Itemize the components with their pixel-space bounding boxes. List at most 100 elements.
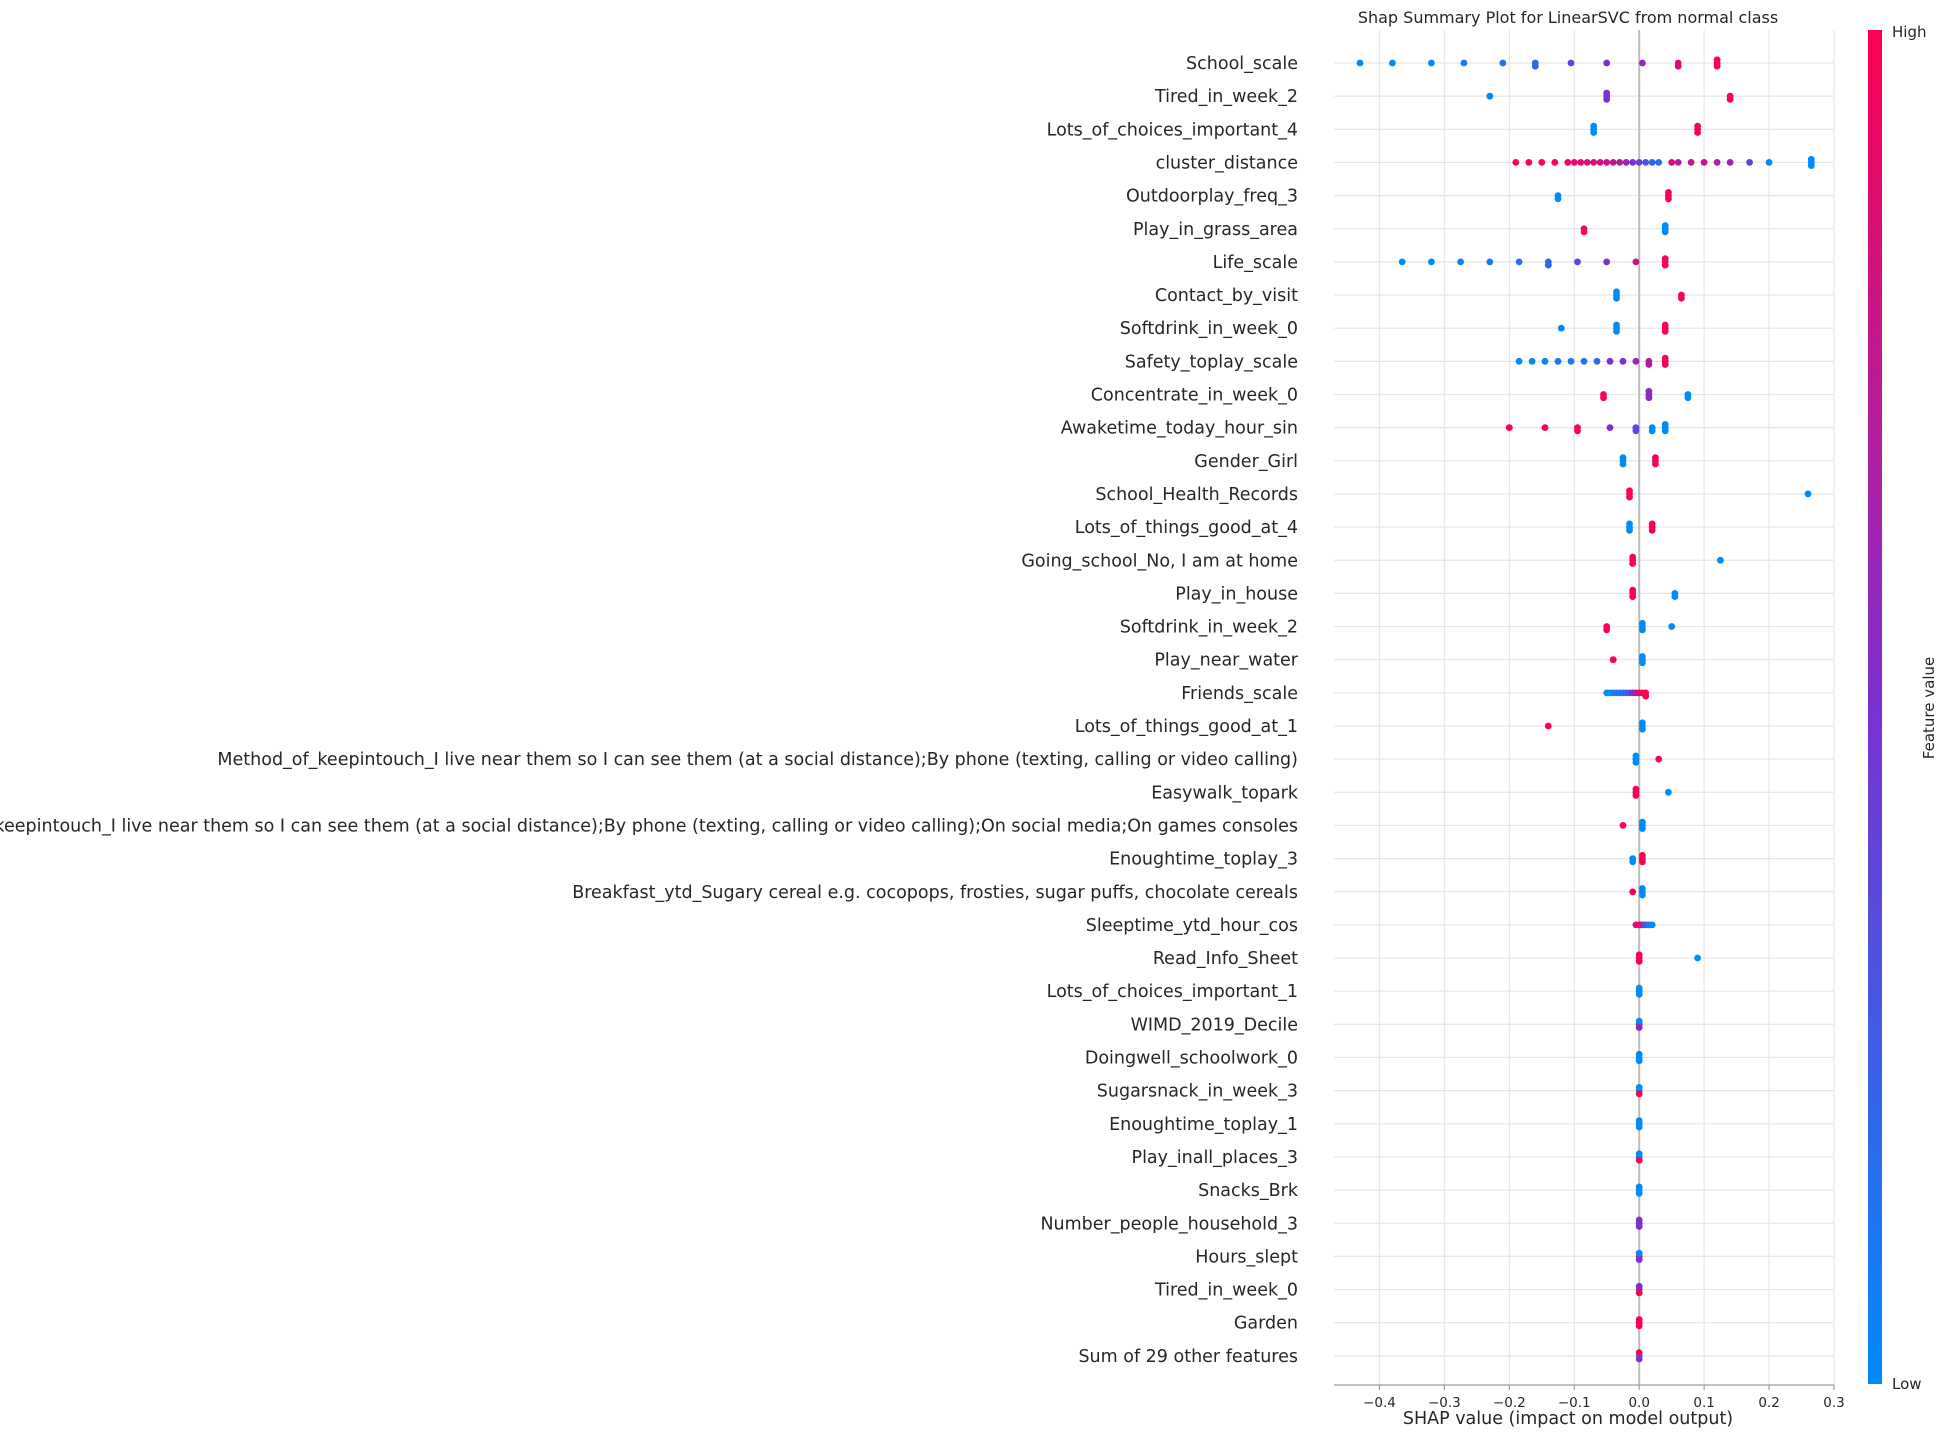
shap-point xyxy=(1567,59,1575,67)
shap-point xyxy=(1629,888,1637,896)
shap-point xyxy=(1639,719,1646,727)
feature-label: Tired_in_week_2 xyxy=(1154,87,1298,107)
shap-point xyxy=(1616,159,1624,166)
shap-point xyxy=(1622,159,1630,166)
shap-point xyxy=(1635,1123,1643,1131)
points-layer xyxy=(1356,56,1815,1363)
shap-point xyxy=(1603,89,1611,97)
shap-point xyxy=(1515,357,1523,365)
shap-point xyxy=(1665,189,1672,196)
shap-point xyxy=(1609,656,1617,664)
colorbar-high-label: High xyxy=(1892,23,1926,41)
shap-point xyxy=(1661,361,1669,368)
shap-point xyxy=(1626,493,1633,501)
feature-label: Method_of_keepintouch_I live near them s… xyxy=(217,750,1298,770)
shap-point xyxy=(1635,1017,1643,1025)
shap-point xyxy=(1639,59,1646,67)
shap-point xyxy=(1717,556,1724,564)
shap-point xyxy=(1544,261,1552,269)
shap-point xyxy=(1356,59,1364,67)
x-tick-label: −0.3 xyxy=(1428,1395,1461,1411)
shap-point xyxy=(1648,921,1656,929)
shap-point xyxy=(1635,159,1643,166)
shap-point xyxy=(1580,357,1588,365)
feature-label: Concentrate_in_week_0 xyxy=(1091,386,1298,406)
feature-label: Play_near_water xyxy=(1154,651,1298,671)
shap-point xyxy=(1652,454,1659,461)
feature-label: Softdrink_in_week_0 xyxy=(1120,319,1298,339)
shap-point xyxy=(1648,159,1656,166)
x-tick-label: −0.2 xyxy=(1493,1395,1526,1411)
shap-point xyxy=(1603,258,1611,266)
shap-point xyxy=(1807,162,1815,170)
shap-point xyxy=(1635,1249,1643,1257)
feature-label: Life_scale xyxy=(1213,253,1298,273)
shap-point xyxy=(1629,586,1637,594)
shap-point xyxy=(1635,1289,1643,1297)
shap-point xyxy=(1648,520,1656,528)
feature-label: Easywalk_topark xyxy=(1151,783,1299,803)
colorbar-low-label: Low xyxy=(1892,1375,1922,1393)
shap-point xyxy=(1603,626,1611,634)
shap-point xyxy=(1606,424,1614,431)
grid-layer xyxy=(1334,30,1835,1385)
shap-point xyxy=(1632,752,1640,760)
shap-point xyxy=(1629,593,1637,600)
shap-point xyxy=(1619,357,1627,365)
shap-point xyxy=(1515,258,1523,266)
shap-point xyxy=(1639,885,1646,892)
shap-point xyxy=(1639,725,1646,733)
shap-point xyxy=(1613,288,1620,296)
shap-point xyxy=(1603,59,1611,67)
shap-point xyxy=(1661,354,1669,362)
shap-point xyxy=(1499,59,1507,67)
feature-label: Sleeptime_ytd_hour_cos xyxy=(1086,916,1298,936)
feature-label: Sugarsnack_in_week_3 xyxy=(1097,1082,1298,1102)
shap-point xyxy=(1635,1316,1643,1323)
shap-point xyxy=(1428,258,1435,266)
shap-point xyxy=(1635,1117,1643,1124)
shap-point xyxy=(1639,659,1646,667)
shap-point xyxy=(1538,159,1546,166)
shap-point xyxy=(1554,195,1562,203)
shap-point xyxy=(1713,159,1721,166)
shap-point xyxy=(1726,96,1734,103)
chart-title: Shap Summary Plot for LinearSVC from nor… xyxy=(1358,8,1778,27)
shap-point xyxy=(1645,394,1653,402)
shap-point xyxy=(1583,159,1591,166)
shap-point xyxy=(1635,984,1643,992)
shap-point xyxy=(1590,159,1598,166)
shap-point xyxy=(1580,228,1588,236)
shap-point xyxy=(1713,56,1721,64)
feature-label: Read_Info_Sheet xyxy=(1153,949,1298,969)
shap-point xyxy=(1398,258,1406,266)
shap-point xyxy=(1661,321,1669,329)
shap-point xyxy=(1639,825,1646,832)
shap-point xyxy=(1557,324,1565,332)
shap-point xyxy=(1590,129,1598,136)
shap-point xyxy=(1639,891,1646,899)
shap-point xyxy=(1541,424,1549,431)
feature-label: Breakfast_ytd_Sugary cereal e.g. cocopop… xyxy=(572,883,1298,903)
feature-label: Enoughtime_toplay_3 xyxy=(1109,850,1298,870)
shap-point xyxy=(1655,755,1663,763)
shap-point xyxy=(1590,122,1598,130)
shap-point xyxy=(1593,357,1601,365)
shap-point xyxy=(1694,954,1701,962)
feature-label: Softdrink_in_week_2 xyxy=(1120,618,1298,638)
shap-point xyxy=(1635,1256,1643,1263)
shap-point xyxy=(1765,159,1773,166)
x-tick-label: 0.2 xyxy=(1758,1395,1779,1411)
feature-label: Snacks_Brk xyxy=(1198,1181,1299,1201)
shap-point xyxy=(1639,852,1646,859)
shap-point xyxy=(1525,159,1533,166)
feature-label: Outdoorplay_freq_3 xyxy=(1126,187,1298,207)
shap-point xyxy=(1645,361,1653,368)
shap-point xyxy=(1635,1282,1643,1290)
colorbar-gradient xyxy=(1868,30,1882,1384)
shap-point xyxy=(1606,357,1614,365)
shap-point xyxy=(1635,1355,1643,1363)
shap-point xyxy=(1665,788,1672,796)
shap-point xyxy=(1645,387,1653,395)
